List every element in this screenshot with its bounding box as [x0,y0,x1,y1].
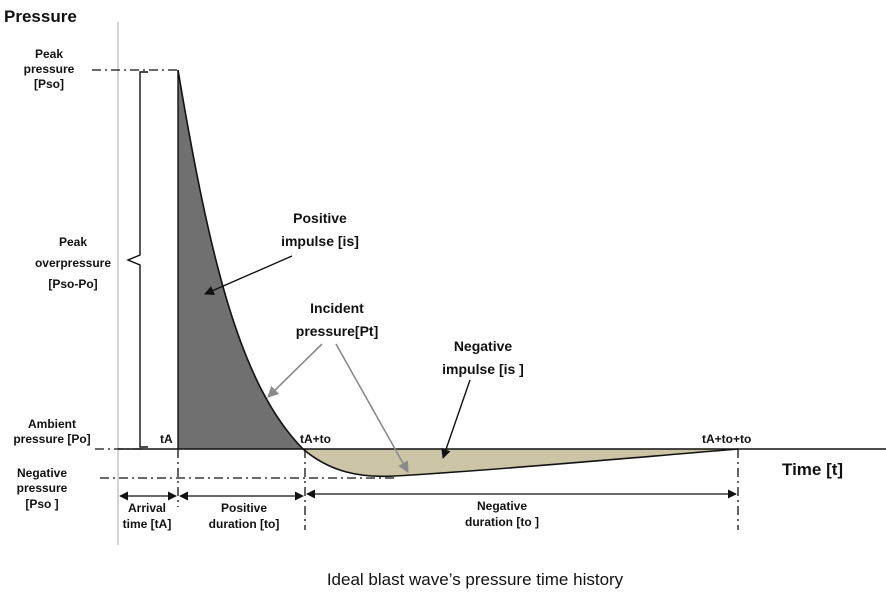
svg-text:Negative: Negative [454,338,513,354]
svg-text:Peak: Peak [35,47,63,61]
svg-text:Arrival: Arrival [128,501,166,515]
duration-arrows [119,489,737,501]
negative-impulse-pointer [441,379,471,459]
positive-impulse-pointer [204,255,293,295]
positive-duration-label: Positive duration [to] [209,501,280,531]
svg-text:time [tA]: time [tA] [123,517,172,531]
svg-text:Negative: Negative [17,466,67,480]
svg-text:duration [to]: duration [to] [209,517,280,531]
ta-plus-to-plus-to-marker: tA+to+to [702,432,751,446]
svg-text:Incident: Incident [310,300,364,316]
negative-duration-label: Negative duration [to ] [465,499,539,529]
svg-text:impulse [is ]: impulse [is ] [442,361,524,377]
incident-pressure-pointer-right [335,343,409,473]
svg-text:[Pso]: [Pso] [34,77,64,91]
svg-text:[Pso ]: [Pso ] [25,497,58,511]
negative-phase-area [303,449,738,477]
peak-overpressure-bracket [126,71,148,448]
svg-text:Positive: Positive [293,210,347,226]
negative-pressure-label: Negative pressure [Pso ] [17,466,68,511]
ambient-pressure-label: Ambient pressure [Po] [13,417,90,446]
peak-pressure-label: Peak pressure [Pso] [24,47,75,91]
ta-plus-to-marker: tA+to [300,432,331,446]
arrival-time-label: Arrival time [tA] [123,501,172,531]
svg-text:[Pso-Po]: [Pso-Po] [48,277,97,291]
svg-text:pressure: pressure [24,62,75,76]
svg-text:overpressure: overpressure [35,256,111,270]
incident-pressure-label: Incident pressure[Pt] [296,300,378,339]
svg-text:pressure [Po]: pressure [Po] [13,432,90,446]
reference-lines [92,69,739,530]
peak-overpressure-label: Peak overpressure [Pso-Po] [35,235,111,291]
x-axis-label: Time [t] [782,460,843,479]
ta-marker: tA [160,432,173,446]
svg-text:Positive: Positive [221,501,267,515]
incident-pressure-pointer-left [267,343,323,398]
svg-text:impulse [is]: impulse [is] [281,233,359,249]
svg-text:Peak: Peak [59,235,87,249]
svg-text:Negative: Negative [477,499,527,513]
positive-impulse-label: Positive impulse [is] [281,210,359,249]
negative-impulse-label: Negative impulse [is ] [442,338,524,377]
svg-text:pressure[Pt]: pressure[Pt] [296,323,378,339]
figure-caption: Ideal blast wave’s pressure time history [327,570,624,589]
y-axis-label: Pressure [4,7,77,26]
positive-phase-area [178,70,303,449]
svg-text:pressure: pressure [17,481,68,495]
pressure-curve [177,69,739,478]
svg-text:Ambient: Ambient [28,417,76,431]
svg-text:duration [to ]: duration [to ] [465,515,539,529]
